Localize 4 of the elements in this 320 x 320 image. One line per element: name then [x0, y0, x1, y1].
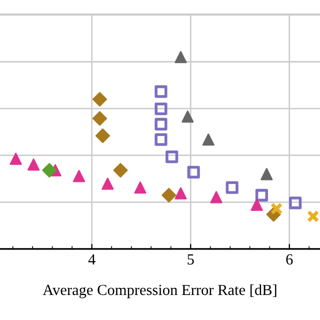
x-tick-label: 6	[286, 254, 293, 265]
x-tick-label: 4	[88, 254, 96, 264]
x-axis-title: Average Compression Error Rate [dB]	[42, 284, 276, 298]
x-tick-label: 5	[188, 254, 194, 265]
